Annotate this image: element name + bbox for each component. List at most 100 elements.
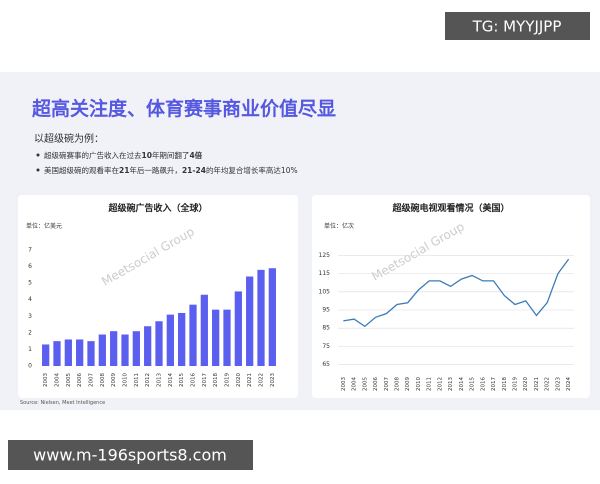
y-tick-label: 2 — [28, 329, 32, 336]
bar — [212, 309, 220, 366]
y-tick-label: 115 — [319, 270, 331, 277]
bar — [246, 276, 254, 366]
bar — [132, 331, 140, 366]
y-tick-label: 1 — [28, 346, 32, 353]
y-tick-label: 4 — [28, 296, 32, 303]
y-tick-label: 75 — [322, 343, 330, 350]
bar — [166, 314, 174, 366]
lead: 以超级碗为例： — [34, 132, 104, 145]
x-tick-label: 2016 — [191, 373, 197, 387]
bullets: 超级碗赛事的广告收入在过去10年期间翻了4倍美国超级碗的观看率在21年后一路飙升… — [36, 150, 298, 175]
x-tick-label: 2013 — [157, 373, 163, 387]
bullet-part: 美国超级碗的观看率在 — [44, 165, 119, 175]
x-tick-label: 2012 — [437, 377, 443, 391]
chart-title: 超级碗广告收入（全球） — [107, 202, 207, 214]
bar — [189, 304, 197, 366]
x-tick-label: 2011 — [134, 373, 140, 387]
x-tick-label: 2014 — [459, 377, 465, 391]
x-tick-label: 2007 — [384, 377, 390, 391]
x-tick-label: 2006 — [373, 377, 379, 391]
x-tick-label: 2008 — [100, 373, 106, 387]
x-tick-label: 2006 — [77, 373, 83, 387]
badge-bg — [445, 12, 590, 40]
chart-title: 超级碗电视观看情况（美国） — [391, 202, 509, 214]
x-tick-label: 2015 — [179, 373, 185, 387]
chart-unit: 单位：亿美元 — [26, 222, 62, 230]
bullet-part: 10 — [142, 151, 152, 160]
x-tick-label: 2017 — [202, 373, 208, 387]
x-tick-label: 2009 — [111, 373, 117, 387]
x-tick-label: 2020 — [523, 377, 529, 391]
x-tick-label: 2021 — [534, 377, 540, 391]
x-tick-label: 2009 — [405, 377, 411, 391]
x-tick-label: 2003 — [341, 377, 347, 391]
bar — [110, 331, 118, 366]
x-tick-label: 2004 — [55, 373, 61, 387]
x-tick-label: 2004 — [352, 377, 358, 391]
x-tick-label: 2005 — [66, 373, 72, 387]
bullet: 超级碗赛事的广告收入在过去10年期间翻了4倍 — [44, 150, 203, 160]
bar — [268, 268, 276, 366]
bullet-part: 年后一路飙升， — [129, 165, 182, 175]
footer-bg — [8, 440, 253, 470]
x-tick-label: 2022 — [259, 373, 265, 387]
x-tick-label: 2014 — [168, 373, 174, 387]
chart-unit: 单位：亿次 — [324, 222, 354, 230]
x-tick-label: 2018 — [213, 373, 219, 387]
badge: TG: MYYJJPP — [472, 18, 562, 36]
bar — [64, 339, 72, 366]
x-tick-label: 2021 — [247, 373, 253, 387]
bar — [76, 339, 84, 366]
source: Source: Nielsen, Meet Intelligence — [20, 400, 105, 406]
x-tick-label: 2003 — [43, 373, 49, 387]
x-tick-label: 2015 — [470, 377, 476, 391]
x-tick-label: 2016 — [480, 377, 486, 391]
bullet-part: 超级碗赛事的广告收入在过去 — [44, 150, 142, 160]
y-tick-label: 7 — [28, 247, 32, 254]
bar — [223, 309, 231, 366]
bar — [234, 291, 242, 366]
x-tick-label: 2007 — [89, 373, 95, 387]
bar — [121, 334, 129, 366]
y-tick-label: 5 — [28, 280, 32, 287]
y-tick-label: 3 — [28, 313, 32, 320]
x-tick-label: 2008 — [395, 377, 401, 391]
line — [343, 258, 570, 328]
x-tick-label: 2012 — [145, 373, 151, 387]
bullet-part: 4倍 — [189, 150, 202, 160]
y-tick-label: 6 — [28, 263, 32, 270]
title: 超高关注度、体育赛事商业价值尽显 — [31, 97, 336, 120]
bar — [87, 341, 95, 366]
x-tick-label: 2010 — [123, 373, 129, 387]
bullet-part: 年期间翻了 — [152, 150, 190, 160]
bullet-part: 21-24 — [182, 166, 206, 175]
bullet-dot — [36, 153, 40, 157]
x-tick-label: 2018 — [502, 377, 508, 391]
x-tick-label: 2010 — [416, 377, 422, 391]
bullet-part: 21 — [119, 166, 129, 175]
x-tick-label: 2011 — [427, 377, 433, 391]
bar — [98, 334, 106, 366]
bar — [200, 294, 208, 366]
x-tick-label: 2024 — [566, 377, 572, 391]
x-tick-label: 2019 — [225, 373, 231, 387]
bullet: 美国超级碗的观看率在21年后一路飙升，21-24的年均复合增长率高达10% — [44, 165, 298, 175]
footer: www.m-196sports8.com — [33, 446, 227, 465]
bar — [144, 326, 152, 366]
bar — [178, 312, 186, 366]
bullet-part: 的年均复合增长率高达10% — [206, 165, 298, 175]
bar — [155, 321, 163, 366]
x-tick-label: 2022 — [545, 377, 551, 391]
y-tick-label: 65 — [322, 361, 330, 368]
y-tick-label: 125 — [319, 252, 331, 259]
x-tick-label: 2005 — [362, 377, 368, 391]
bullet-dot — [36, 168, 40, 172]
card — [312, 195, 590, 398]
bar — [53, 341, 61, 366]
bar — [257, 269, 265, 366]
x-tick-label: 2023 — [270, 373, 276, 387]
y-tick-label: 95 — [322, 307, 330, 314]
y-tick-label: 105 — [319, 288, 331, 295]
x-tick-label: 2020 — [236, 373, 242, 387]
